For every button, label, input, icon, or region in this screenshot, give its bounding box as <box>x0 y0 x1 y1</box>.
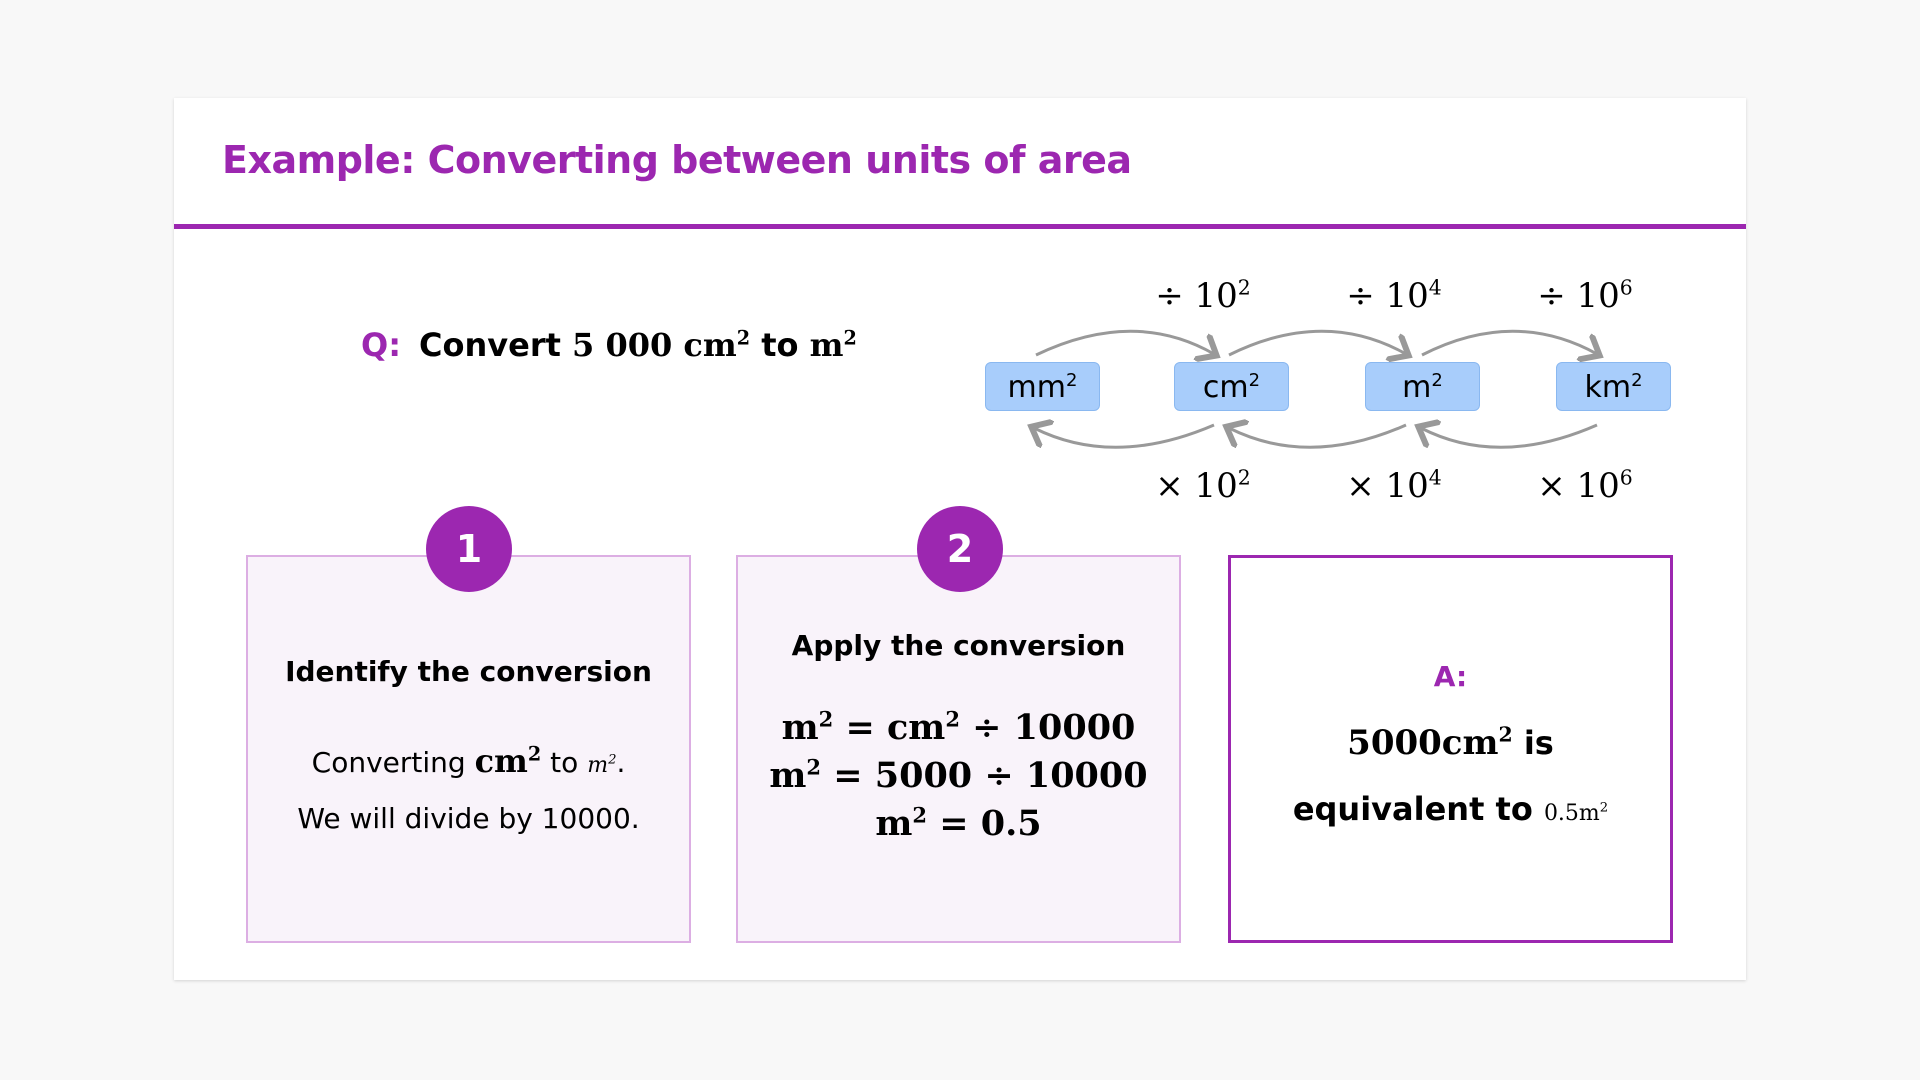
question-target: m2 <box>809 326 857 364</box>
answer-label: A: <box>1433 660 1468 693</box>
title-divider <box>174 224 1746 229</box>
arrow-m-cm <box>1229 425 1407 449</box>
arrow-cm-m <box>1228 329 1406 355</box>
step-2-badge: 2 <box>917 506 1003 592</box>
step-2-box: Apply the conversion m2 = cm2 ÷ 10000 m2… <box>736 555 1181 943</box>
multiply-label: × 106 <box>1537 465 1633 506</box>
multiply-label: × 104 <box>1346 465 1442 506</box>
question-mid: to <box>761 326 799 364</box>
arrow-m-km <box>1421 329 1597 355</box>
page-title: Example: Converting between units of are… <box>222 138 1132 182</box>
question-label: Q: <box>361 326 401 364</box>
unit-km2: km2 <box>1556 362 1671 411</box>
unit-m2: m2 <box>1365 362 1480 411</box>
question-value: 5 000 cm2 <box>572 326 751 364</box>
answer-box: A: 5000cm2 is equivalent to 0.5m2 <box>1228 555 1673 943</box>
step-1-line-2: We will divide by 10000. <box>297 802 640 835</box>
equation-3: m2 = 0.5 <box>875 802 1042 844</box>
equation-2: m2 = 5000 ÷ 10000 <box>769 754 1148 796</box>
step-1-heading: Identify the conversion <box>285 655 652 688</box>
answer-value: 5000cm2 is <box>1347 722 1554 763</box>
arrow-mm-cm <box>1035 329 1214 355</box>
arrow-cm-mm <box>1034 425 1215 449</box>
unit-mm2: mm2 <box>985 362 1100 411</box>
multiply-label: × 102 <box>1155 465 1251 506</box>
arrow-km-m <box>1421 425 1598 449</box>
equation-1: m2 = cm2 ÷ 10000 <box>781 706 1136 748</box>
step-1-line-1: Converting cm2 to m2. <box>311 742 626 780</box>
step-1-badge: 1 <box>426 506 512 592</box>
answer-equivalent: equivalent to 0.5m2 <box>1292 790 1609 828</box>
question-prefix: Convert <box>419 326 561 364</box>
divide-label: ÷ 104 <box>1346 275 1442 316</box>
divide-label: ÷ 102 <box>1155 275 1251 316</box>
step-1-box: Identify the conversion Converting cm2 t… <box>246 555 691 943</box>
slide-card: Example: Converting between units of are… <box>174 98 1746 980</box>
step-2-heading: Apply the conversion <box>791 629 1126 662</box>
conversion-arrows <box>174 329 1746 449</box>
question: Q: Convert 5 000 cm2 to m2 <box>361 326 857 364</box>
unit-cm2: cm2 <box>1174 362 1289 411</box>
divide-label: ÷ 106 <box>1537 275 1633 316</box>
